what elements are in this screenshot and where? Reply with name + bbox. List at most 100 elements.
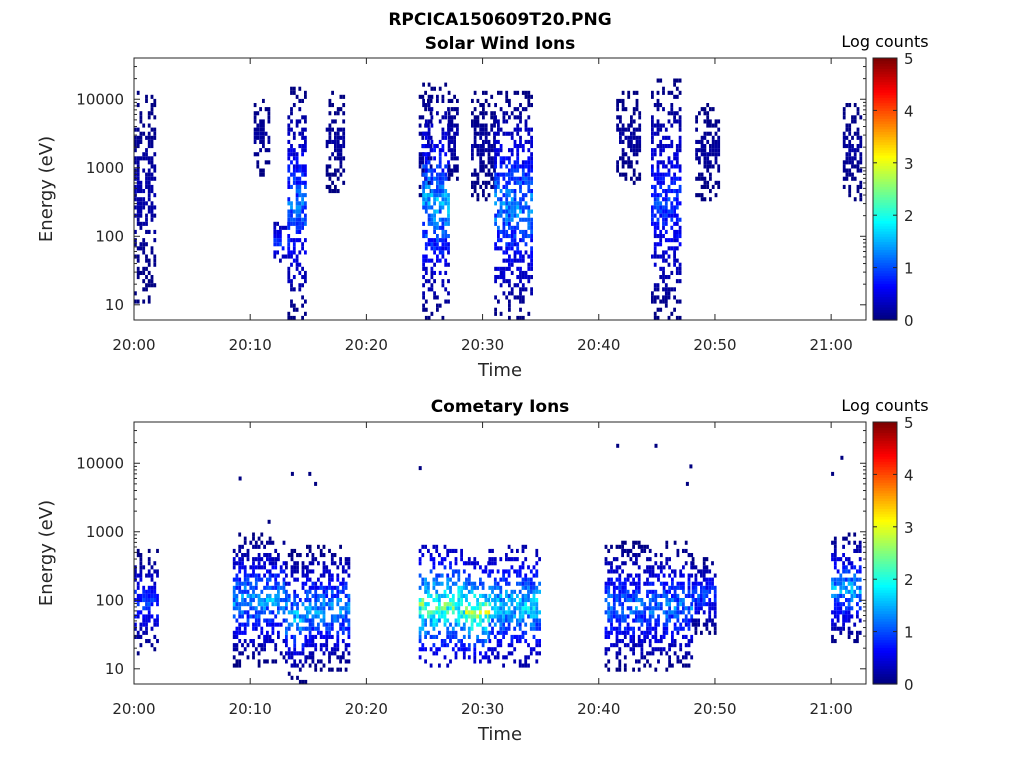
data-cell — [449, 598, 452, 603]
data-cell — [479, 614, 482, 619]
colorbar-segment — [873, 461, 897, 465]
data-cell — [629, 610, 633, 615]
data-cell — [529, 626, 533, 631]
colorbar-segment — [873, 613, 897, 617]
data-cell — [259, 131, 262, 136]
data-cell — [347, 557, 351, 562]
data-cell — [690, 561, 694, 566]
data-cell — [657, 647, 660, 652]
data-cell — [635, 659, 638, 664]
data-cell — [440, 610, 444, 615]
data-cell — [678, 279, 682, 284]
data-cell — [290, 160, 293, 165]
data-cell — [476, 606, 479, 611]
data-cell — [651, 634, 655, 639]
data-cell — [298, 229, 302, 234]
data-cell — [292, 86, 296, 91]
data-cell — [311, 618, 315, 623]
data-cell — [635, 614, 638, 619]
data-cell — [667, 246, 671, 251]
data-cell — [306, 573, 309, 578]
colorbar-segment — [873, 251, 897, 256]
data-cell — [524, 123, 528, 128]
data-cell — [494, 119, 497, 124]
data-cell — [491, 651, 494, 656]
data-cell — [147, 176, 151, 181]
data-cell — [438, 189, 442, 194]
data-cell — [678, 90, 682, 95]
data-cell — [232, 614, 236, 619]
data-cell — [673, 598, 677, 603]
data-cell — [497, 299, 500, 304]
data-cell — [268, 553, 272, 558]
data-cell — [424, 577, 427, 582]
data-cell — [424, 266, 428, 271]
data-cell — [467, 557, 471, 562]
data-cell — [451, 569, 455, 574]
data-cell — [136, 266, 140, 271]
data-cell — [527, 94, 531, 99]
data-cell — [471, 180, 474, 185]
data-cell — [260, 557, 264, 562]
data-cell — [484, 630, 488, 635]
colorbar-segment — [873, 241, 897, 245]
data-cell — [490, 172, 494, 177]
data-cell — [290, 221, 293, 226]
data-cell — [427, 98, 430, 103]
data-cell — [285, 606, 288, 611]
data-cell — [462, 581, 466, 586]
data-cell — [623, 618, 627, 623]
data-cell — [856, 610, 859, 615]
data-cell — [499, 639, 503, 644]
data-cell — [238, 626, 242, 631]
data-cell — [717, 180, 721, 185]
data-cell — [295, 184, 299, 189]
data-cell — [441, 254, 445, 259]
data-cell — [521, 180, 525, 185]
data-cell — [287, 176, 291, 181]
data-cell — [521, 287, 525, 292]
data-cell — [243, 581, 247, 586]
data-cell — [447, 242, 450, 247]
data-cell — [700, 593, 703, 598]
colorbar-segment — [873, 442, 897, 447]
data-cell — [516, 225, 520, 230]
data-cell — [619, 119, 622, 124]
data-cell — [508, 209, 511, 214]
data-cell — [684, 540, 688, 545]
data-cell — [665, 557, 669, 562]
data-cell — [491, 647, 494, 652]
data-cell — [673, 156, 676, 161]
data-cell — [308, 577, 312, 582]
data-cell — [422, 144, 425, 149]
data-cell — [446, 606, 450, 611]
data-cell — [662, 279, 665, 284]
data-cell — [145, 172, 148, 177]
data-cell — [530, 250, 533, 255]
data-cell — [518, 598, 522, 603]
data-cell — [430, 258, 434, 263]
data-cell — [150, 250, 154, 255]
data-cell — [697, 610, 700, 615]
data-cell — [640, 630, 644, 635]
data-cell — [263, 544, 266, 549]
data-cell — [684, 634, 688, 639]
data-cell — [150, 107, 154, 112]
data-cell — [436, 246, 439, 251]
data-cell — [508, 258, 511, 263]
data-cell — [632, 589, 635, 594]
data-cell — [853, 119, 857, 124]
data-cell — [304, 144, 307, 149]
colorbar-segment — [873, 639, 897, 643]
data-cell — [344, 557, 348, 562]
data-cell — [632, 540, 635, 545]
colorbar-segment — [873, 194, 897, 198]
data-cell — [535, 589, 539, 594]
data-cell — [473, 655, 477, 660]
data-cell — [301, 135, 304, 140]
data-cell — [684, 643, 688, 648]
data-cell — [449, 561, 452, 566]
data-cell — [460, 639, 463, 644]
data-cell — [436, 209, 439, 214]
data-cell — [457, 614, 461, 619]
